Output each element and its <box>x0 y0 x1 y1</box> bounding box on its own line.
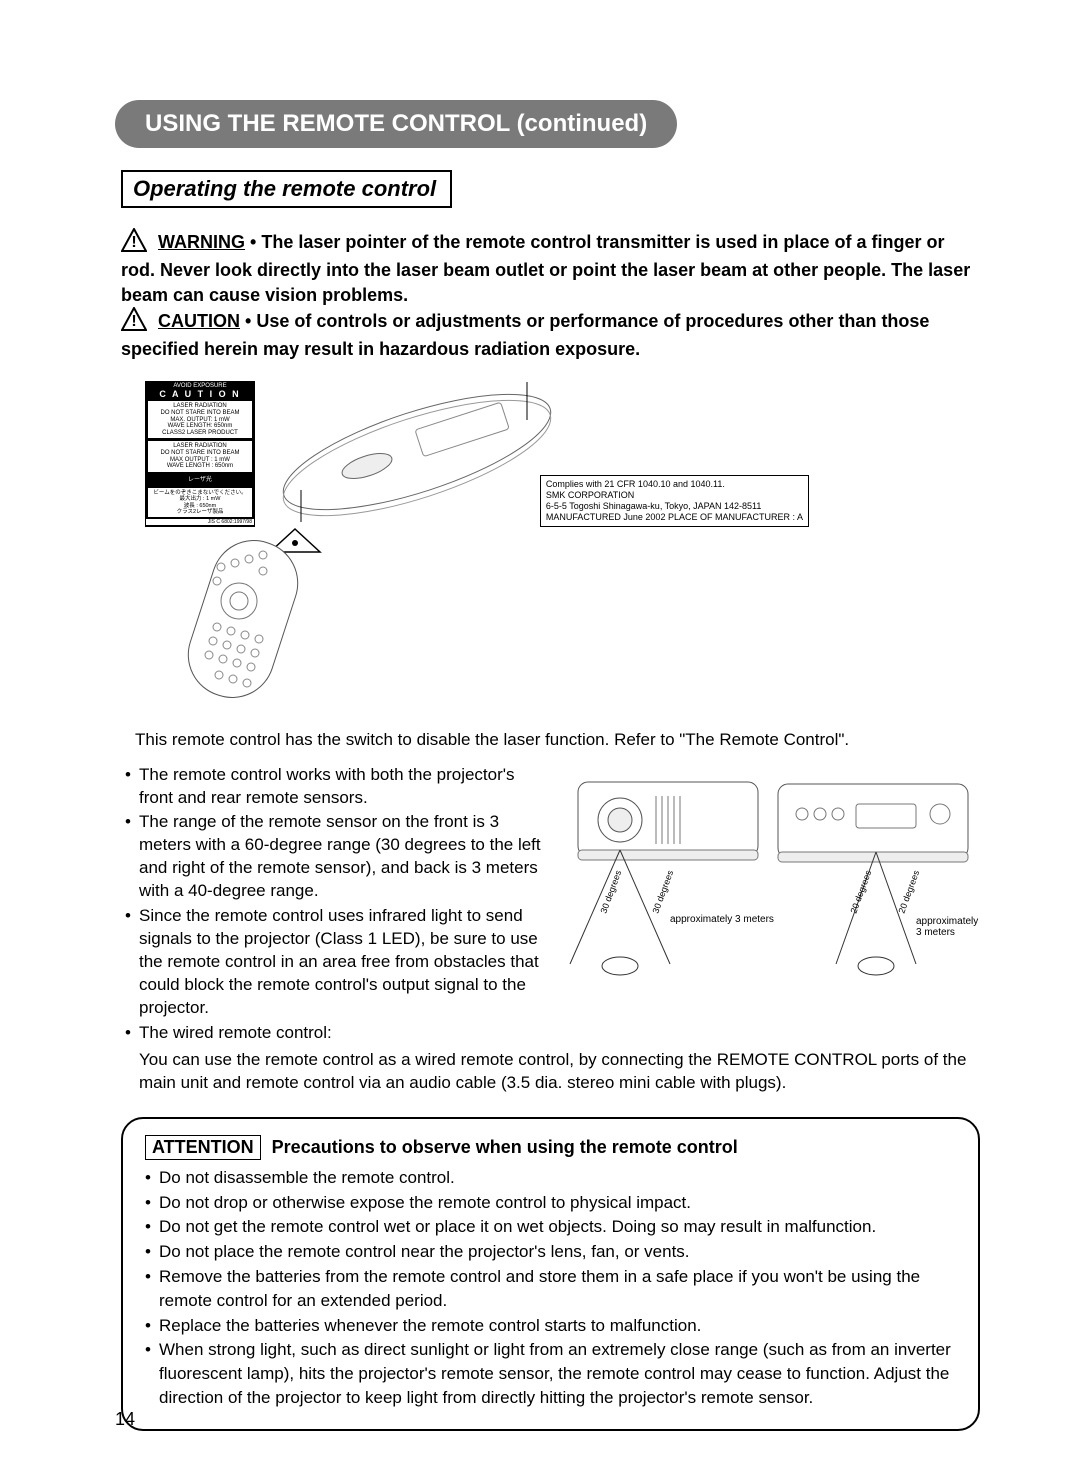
projector-range-figure: 30 degrees 30 degrees 20 degrees 20 degr… <box>560 764 980 984</box>
laser-caution-sticker: AVOID EXPOSURE C A U T I O N LASER RADIA… <box>145 381 255 526</box>
caution-text: • Use of controls or adjustments or perf… <box>121 311 929 359</box>
laser-box-2: LASER RADIATION DO NOT STARE INTO BEAM M… <box>147 440 253 472</box>
usage-bullets: The remote control works with both the p… <box>125 764 548 1047</box>
compliance-box: Complies with 21 CFR 1040.10 and 1040.11… <box>540 475 809 526</box>
laser-box-3: ビームをのぞきこまないでください。 最大出力 : 1 mW 波長 : 650nm… <box>147 487 253 517</box>
compliance-l3: 6-5-5 Togoshi Shinagawa-ku, Tokyo, JAPAN… <box>546 501 803 512</box>
caution-header: C A U T I O N <box>146 389 254 399</box>
wired-remote-text: You can use the remote control as a wire… <box>139 1049 980 1095</box>
bullet-item: The wired remote control: <box>125 1022 548 1045</box>
svg-text:!: ! <box>131 234 136 251</box>
attention-item: Do not disassemble the remote control. <box>145 1166 956 1190</box>
warning-block: ! WARNING • The laser pointer of the rem… <box>121 228 980 361</box>
deg-label: 30 degrees <box>650 868 675 914</box>
attention-heading: Precautions to observe when using the re… <box>272 1137 738 1157</box>
attention-list: Do not disassemble the remote control. D… <box>145 1166 956 1410</box>
warning-label: WARNING <box>158 232 245 252</box>
bullet-item: The remote control works with both the p… <box>125 764 548 810</box>
bullet-item: Since the remote control uses infrared l… <box>125 905 548 1020</box>
caution-icon: ! <box>121 307 147 337</box>
attention-panel: ATTENTION Precautions to observe when us… <box>121 1117 980 1431</box>
intro-line: This remote control has the switch to di… <box>135 730 980 750</box>
attention-item: Do not get the remote control wet or pla… <box>145 1215 956 1239</box>
attention-item: Do not place the remote control near the… <box>145 1240 956 1264</box>
attention-item: Remove the batteries from the remote con… <box>145 1265 956 1313</box>
attention-item: Do not drop or otherwise expose the remo… <box>145 1191 956 1215</box>
attention-item: When strong light, such as direct sunlig… <box>145 1338 956 1409</box>
approx-label-1: approximately 3 meters <box>670 914 774 925</box>
caution-label: CAUTION <box>158 311 240 331</box>
attention-item: Replace the batteries whenever the remot… <box>145 1314 956 1338</box>
compliance-l4: MANUFACTURED June 2002 PLACE OF MANUFACT… <box>546 512 803 523</box>
two-column-region: The remote control works with both the p… <box>125 764 980 1047</box>
deg-label: 20 degrees <box>848 868 873 914</box>
jis-footer: JIS C 6802:1997/98 <box>146 519 254 525</box>
page-number: 14 <box>115 1409 135 1430</box>
bullet-wired-label: The wired remote control: <box>139 1023 332 1042</box>
attention-title: ATTENTION Precautions to observe when us… <box>145 1135 956 1160</box>
subtitle-box: Operating the remote control <box>121 170 452 208</box>
compliance-l2: SMK CORPORATION <box>546 490 803 501</box>
svg-text:!: ! <box>131 313 136 330</box>
approx-label-2: approximately 3 meters <box>916 916 980 938</box>
warning-text: • The laser pointer of the remote contro… <box>121 232 970 305</box>
deg-label: 20 degrees <box>896 868 921 914</box>
attention-label: ATTENTION <box>145 1135 261 1160</box>
laser-box-3-title: レーザ光 <box>147 474 253 487</box>
laser-box-1: LASER RADIATION DO NOT STARE INTO BEAM M… <box>147 400 253 439</box>
warning-icon: ! <box>121 228 147 258</box>
diagram-row: AVOID EXPOSURE C A U T I O N LASER RADIA… <box>145 381 980 711</box>
remote-top-illustration <box>165 527 325 712</box>
page-title-pill: USING THE REMOTE CONTROL (continued) <box>115 100 677 148</box>
remote-side-illustration <box>267 382 567 527</box>
compliance-l1: Complies with 21 CFR 1040.10 and 1040.11… <box>546 479 803 490</box>
bullet-item: The range of the remote sensor on the fr… <box>125 811 548 903</box>
